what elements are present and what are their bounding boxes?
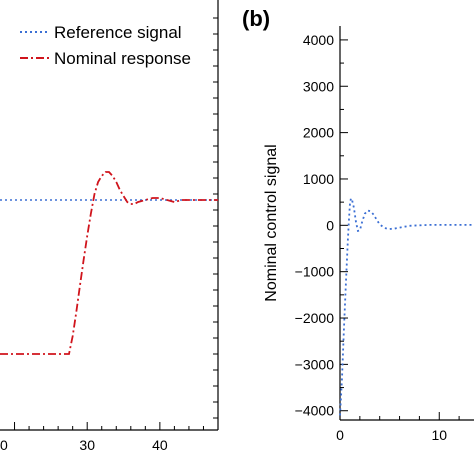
panel-b-chart: (b) −4000 −3000 −2000 −1000 0 1000 2000 3000 4000… [242,6,474,443]
panel-b-y-tick-label: −4000 [295,403,335,419]
panel-a-legend: Reference signal Nominal response [20,23,191,68]
panel-a-x-tick-label-cropped: 20 [0,437,8,453]
panel-a-x-tick-label: 40 [152,437,168,453]
legend-entry-label: Nominal response [54,49,191,68]
nominal-response-line [0,171,218,355]
panel-a-chart: 30 40 20 Reference signal Nominal response [0,0,219,453]
panel-b-y-axis-title: Nominal control signal [263,144,280,301]
panel-b-y-tick-label: 3000 [303,78,334,94]
panel-b-y-tick-label: 2000 [303,125,334,141]
panel-b-y-tick-label: 1000 [303,171,334,187]
panel-b-y-tick-label: 0 [326,217,334,233]
legend-entry-label: Reference signal [54,23,182,42]
panel-b-y-tick-label: −3000 [295,356,335,372]
control-signal-line [339,196,474,416]
panel-b-y-tick-label: −2000 [295,310,335,326]
panel-b-y-tick-label: −1000 [295,264,335,280]
panel-b-y-tick-label: 4000 [303,32,334,48]
panel-b-label: (b) [242,6,270,31]
panel-b-x-tick-label: 10 [431,427,447,443]
panel-b-x-tick-label: 0 [336,427,344,443]
panel-a-x-tick-label: 30 [79,437,95,453]
